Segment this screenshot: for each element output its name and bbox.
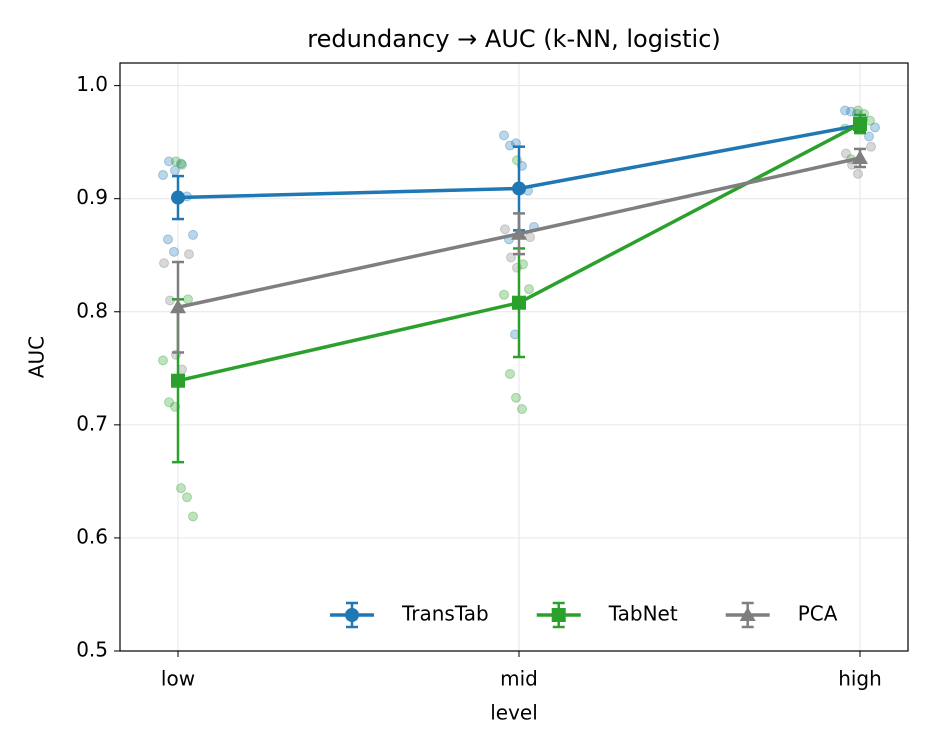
marker [511,225,527,240]
raw-point [870,122,880,133]
marker [512,181,526,196]
x-tick-label: low [161,667,195,691]
y-tick-label: 0.6 [76,524,108,548]
raw-point [853,168,863,179]
legend-label: TabNet [608,602,678,626]
raw-point [158,355,168,366]
y-tick-label: 0.9 [76,185,108,209]
raw-point [846,106,856,117]
raw-point [171,156,181,167]
chart-title: redundancy → AUC (k-NN, logistic) [307,25,721,53]
y-tick-label: 0.5 [76,638,108,662]
marker [170,299,186,314]
legend-label: PCA [798,602,838,626]
marker [345,608,359,622]
raw-point [511,392,521,403]
y-tick-label: 0.8 [76,298,108,322]
raw-point [183,294,193,305]
marker [171,190,185,205]
raw-point [524,284,534,295]
raw-point [517,404,527,415]
raw-point [188,511,198,522]
raw-point [169,246,179,257]
marker [551,608,566,622]
raw-point [499,289,509,300]
raw-point [182,492,192,503]
raw-point [841,148,851,159]
marker [853,117,867,132]
marker [171,373,185,388]
x-axis-label: level [490,701,538,725]
raw-point [500,224,510,235]
x-tick-label: high [838,667,882,691]
raw-point [864,131,874,142]
marker [852,149,868,164]
raw-point [866,141,876,152]
raw-point [188,229,198,240]
raw-point [177,159,187,170]
marker [512,295,526,310]
raw-point [505,368,515,379]
raw-point [840,105,850,116]
x-tick-label: mid [500,667,538,691]
y-tick-label: 0.7 [76,411,108,435]
raw-point [176,483,186,494]
raw-point [176,158,186,169]
raw-point [163,234,173,245]
y-tick-label: 1.0 [76,72,108,96]
raw-point [159,258,169,269]
marker [739,607,756,621]
raw-point [164,397,174,408]
raw-point [525,232,535,243]
raw-point [499,130,509,141]
plot-frame [119,62,909,652]
raw-point [184,249,194,260]
legend-label: TransTab [401,602,489,626]
y-axis-label: AUC [25,336,49,378]
raw-point [158,169,168,180]
raw-point [164,156,174,167]
